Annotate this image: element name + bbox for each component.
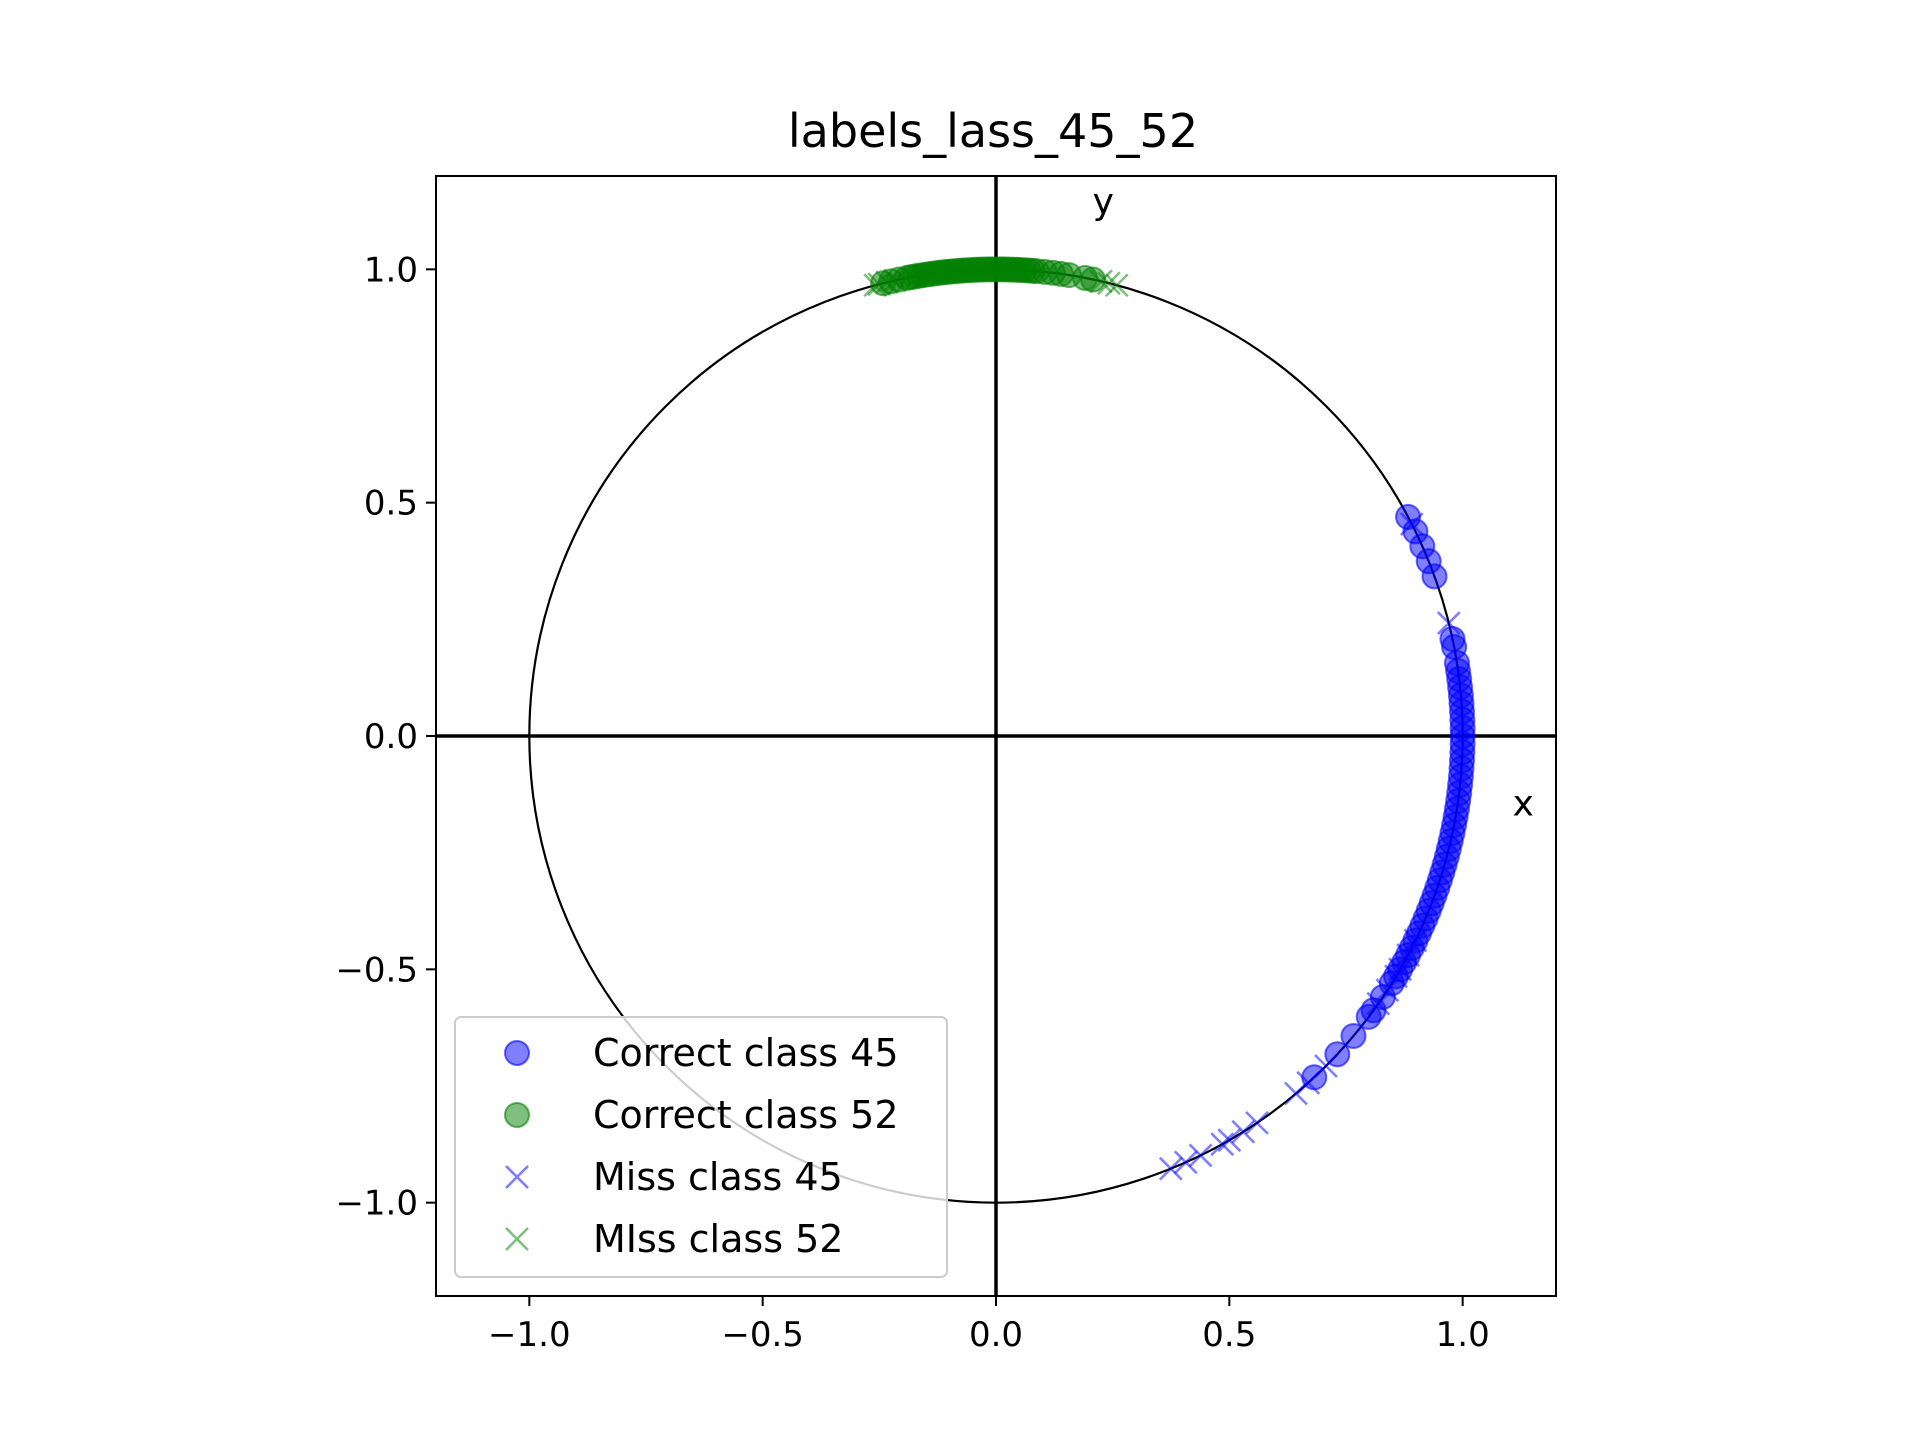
series-3 [1158,512,1461,1181]
data-point [1396,943,1420,968]
y-tick-label: 0.0 [364,717,418,757]
x-tick-label: 1.0 [1436,1315,1490,1355]
axis-annotation-y: y [1093,181,1114,222]
y-tick-label: 1.0 [364,250,418,290]
data-point [1096,271,1121,296]
y-tick-label: 0.5 [364,484,418,524]
data-point [1104,273,1129,298]
data-point [1188,1143,1213,1168]
series-4 [863,268,1129,298]
data-point [1388,957,1413,982]
data-point [1436,611,1461,636]
data-point [1245,1110,1269,1135]
data-point [1403,928,1428,953]
data-point [1375,978,1400,1003]
data-point [1340,1022,1367,1049]
data-point [1399,512,1424,537]
legend-label: MIss class 52 [593,1217,843,1261]
data-point [875,270,899,295]
legend-label: Miss class 45 [593,1155,843,1199]
x-tick-label: 0.0 [969,1315,1023,1355]
legend-marker [505,1227,529,1251]
series-1 [1301,503,1476,1091]
data-point [1284,1081,1308,1106]
data-point [1355,1003,1382,1030]
data-point [867,272,892,297]
plot-area: −1.0 −0.5 0.0 0.5 1.0 −1.0 −0.5 0.0 0.5 1.0 x y Corr… [335,175,1557,1355]
series-2 [870,256,1107,297]
data-point [1421,563,1448,590]
x-tick-label: −1.0 [488,1315,571,1355]
y-tick-label: −1.0 [335,1184,418,1224]
legend-marker [504,1040,530,1066]
data-point [1210,1132,1235,1157]
data-layer [436,176,1556,1296]
data-point [1089,269,1113,294]
data-point [1366,991,1391,1016]
x-tick-label: 0.5 [1202,1315,1256,1355]
data-point [1384,964,1408,989]
x-tick-label: −0.5 [721,1315,804,1355]
y-tick-label: −0.5 [335,950,418,990]
data-point [1158,1156,1183,1181]
data-point [1173,1150,1198,1175]
chart-title: labels_lass_45_52 [788,104,1198,158]
data-point [1231,1119,1256,1144]
axis-annotation-x: x [1513,783,1534,824]
legend-marker [504,1102,530,1128]
legend-label: Correct class 45 [593,1031,899,1075]
data-point [883,268,907,293]
legend-marker [505,1165,529,1189]
legend: Correct class 45 Correct class 52 Miss cla… [454,1016,948,1278]
legend-label: Correct class 52 [593,1093,899,1137]
legend-box [454,1016,948,1278]
data-point [1217,1128,1242,1153]
